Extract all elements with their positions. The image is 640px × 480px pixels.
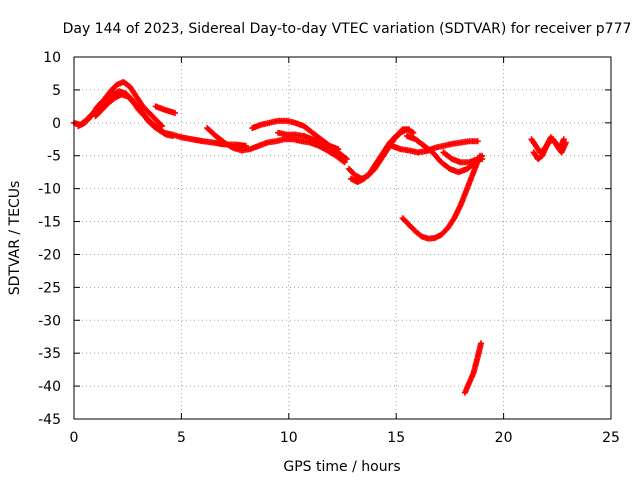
x-tick-label: 15 [387, 430, 405, 446]
data-point [157, 122, 164, 129]
data-point [560, 136, 567, 143]
y-tick-label: 5 [52, 83, 61, 99]
x-axis-label: GPS time / hours [283, 459, 400, 475]
grid-lines [74, 57, 611, 419]
series-arc-d [152, 103, 178, 116]
y-tick-label: -5 [47, 149, 61, 165]
data-point [406, 126, 413, 133]
y-tick-label: -25 [38, 280, 61, 296]
series-arc-n [461, 340, 485, 396]
data-point [341, 159, 348, 166]
x-tick-label: 5 [177, 430, 186, 446]
series-arc-b [75, 79, 166, 130]
series-arc-m [399, 152, 483, 242]
series-arc-e [204, 125, 348, 166]
x-tick-label: 25 [602, 430, 620, 446]
y-tick-label: 0 [52, 116, 61, 132]
y-tick-label: -35 [38, 346, 61, 362]
data-point [242, 142, 249, 149]
series-arc-p [530, 134, 567, 163]
y-axis-label: SDTVAR / TECUs [7, 181, 23, 296]
y-tick-label: -15 [38, 215, 61, 231]
data-point [476, 152, 483, 159]
data-point [335, 146, 342, 153]
x-tick-label: 10 [280, 430, 298, 446]
x-tick-label: 0 [70, 430, 79, 446]
y-tick-label: -40 [38, 379, 61, 395]
y-tick-label: 10 [43, 50, 61, 66]
data-point [343, 156, 350, 163]
data-point [478, 340, 485, 347]
chart-title: Day 144 of 2023, Sidereal Day-to-day VTE… [63, 21, 632, 37]
y-tick-label: -45 [38, 412, 61, 428]
data-point [474, 138, 481, 145]
series-arc-i [348, 126, 413, 186]
data-point [410, 129, 417, 136]
series-arc-g [275, 129, 342, 153]
y-tick-label: -20 [38, 247, 61, 263]
data-point [159, 123, 166, 130]
data-point [169, 132, 176, 139]
data-point [171, 109, 178, 116]
data-points [71, 79, 569, 396]
y-tick-label: -10 [38, 182, 61, 198]
x-tick-label: 20 [495, 430, 513, 446]
y-tick-label: -30 [38, 313, 61, 329]
y-tick-labels: 10 5 0 -5 -10 -15 -20 -25 -30 -35 -40 -45 [38, 50, 61, 428]
plot-frame [73, 56, 612, 420]
x-tick-labels: 0 5 10 15 20 25 [70, 430, 620, 446]
series-arc-c [92, 91, 176, 139]
